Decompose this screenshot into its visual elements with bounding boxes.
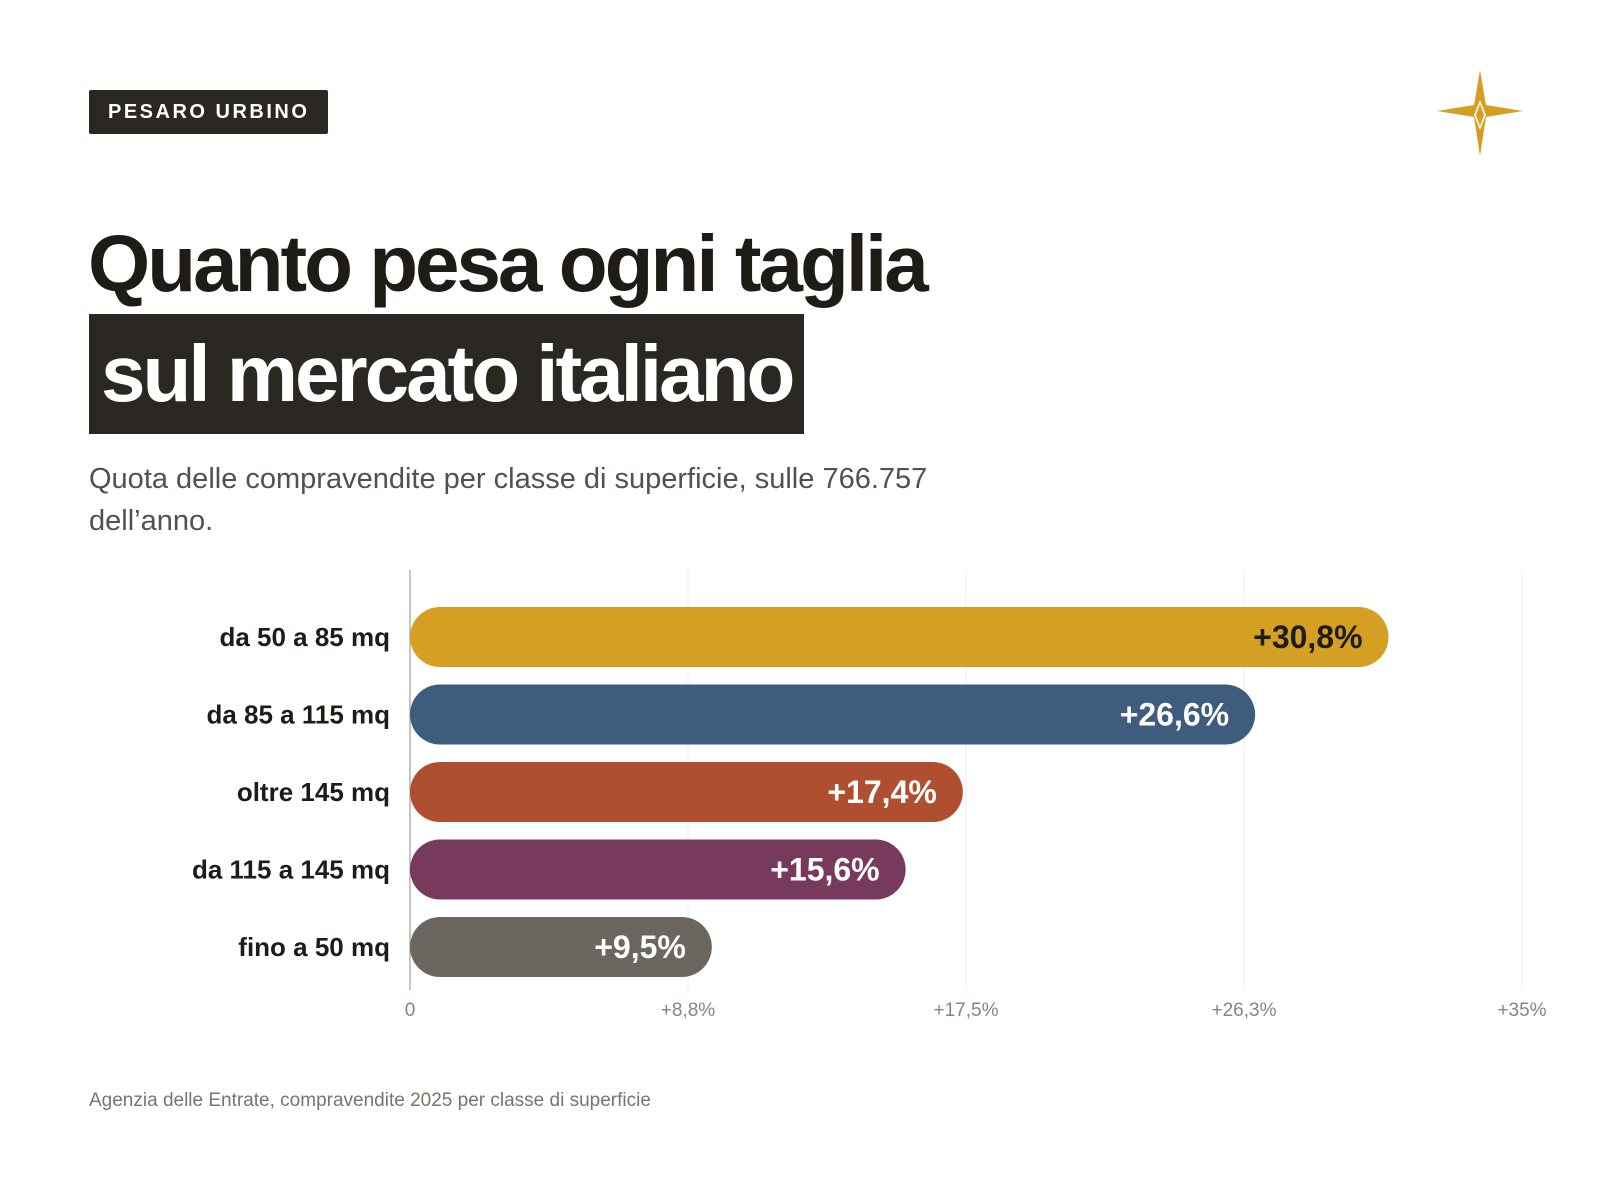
category-label: oltre 145 mq (237, 777, 390, 807)
bar (410, 684, 1256, 745)
bar (410, 917, 712, 977)
category-label: fino a 50 mq (238, 932, 390, 962)
x-tick-label: +35% (1497, 1000, 1546, 1021)
bar (410, 607, 1389, 667)
star-compass-icon (1437, 70, 1523, 156)
data-label: +30,8% (1253, 619, 1362, 655)
x-tick-label: +8,8% (661, 1000, 716, 1021)
category-label: da 50 a 85 mq (219, 622, 390, 652)
data-label: +26,6% (1120, 697, 1229, 733)
chart-subtitle: Quota delle compravendite per classe di … (89, 463, 928, 537)
x-tick-label: +26,3% (1212, 1000, 1277, 1021)
data-label: +9,5% (594, 929, 686, 965)
page-title-line1: Quanto pesa ogni taglia (88, 219, 929, 308)
bar-chart: 0 +8,8% +17,5% +26,3% +35% da 50 a 85 mq +30,8… (192, 570, 1547, 1021)
category-label: da 85 a 115 mq (206, 700, 390, 730)
data-label: +15,6% (770, 852, 879, 888)
bar (410, 762, 963, 822)
page-title-line2: sul mercato italiano (89, 314, 805, 434)
x-tick-label: +17,5% (934, 1000, 999, 1021)
source-note: Agenzia delle Entrate, compravendite 202… (89, 1090, 651, 1111)
region-tag: PESARO URBINO (89, 90, 329, 134)
data-label: +17,4% (827, 774, 936, 810)
x-tick-label: 0 (405, 1000, 416, 1021)
category-label: da 115 a 145 mq (192, 855, 390, 885)
bar (410, 839, 906, 900)
